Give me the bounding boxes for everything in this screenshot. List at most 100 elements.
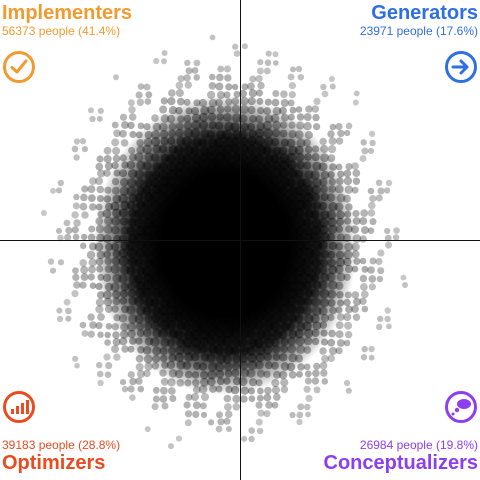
scatter-dot — [79, 321, 87, 329]
scatter-dot — [105, 362, 113, 370]
scatter-dot — [56, 315, 64, 323]
horizontal-axis — [0, 240, 480, 241]
scatter-dot — [367, 187, 375, 195]
scatter-dot — [368, 345, 375, 353]
scatter-dot — [113, 74, 119, 81]
scatter-dot — [327, 354, 336, 363]
scatter-dot — [225, 83, 233, 91]
scatter-dot — [128, 106, 136, 114]
scatter-dot — [345, 122, 353, 130]
scatter-dot — [352, 177, 361, 185]
scatter-dot — [240, 395, 248, 403]
scatter-dot — [161, 402, 169, 410]
scatter-dot — [367, 209, 376, 217]
scatter-dot — [200, 411, 208, 418]
scatter-dot — [255, 75, 263, 83]
scatter-dot — [313, 97, 321, 105]
scatter-dot — [112, 338, 121, 346]
scatter-dot — [344, 129, 351, 137]
scatter-dot — [272, 60, 279, 66]
scatter-dot — [335, 347, 343, 355]
conceptualizers-title: Conceptualizers — [323, 452, 478, 474]
scatter-dot — [296, 371, 303, 378]
scatter-dot — [249, 75, 257, 83]
scatter-dot — [95, 177, 104, 185]
scatter-dot — [223, 65, 232, 73]
scatter-dot — [375, 179, 383, 187]
scatter-dot — [345, 163, 353, 171]
scatter-dot — [96, 155, 104, 163]
scatter-dot — [96, 370, 104, 378]
scatter-dot — [79, 137, 87, 145]
scatter-dot — [86, 250, 96, 260]
scatter-dot — [272, 51, 279, 58]
scatter-dot — [119, 129, 127, 138]
scatter-dot — [80, 265, 89, 274]
scatter-dot — [185, 393, 193, 401]
scatter-dot — [351, 162, 359, 170]
scatter-dot — [345, 305, 353, 314]
scatter-dot — [311, 377, 320, 385]
scatter-dot — [136, 370, 145, 378]
optimizers-quadrant-label: 39183 people (28.8%) Optimizers — [2, 438, 120, 474]
scatter-dot — [289, 411, 296, 419]
scatter-dot — [72, 267, 79, 274]
scatter-dot — [321, 354, 329, 363]
scatter-dot — [167, 387, 176, 395]
scatter-dot — [104, 331, 111, 339]
scatter-dot — [127, 121, 135, 130]
scatter-dot — [232, 394, 241, 404]
scatter-dot — [321, 90, 329, 98]
scatter-dot — [80, 193, 88, 202]
scatter-dot — [88, 107, 94, 114]
scatter-dot — [89, 177, 97, 186]
scatter-dot — [368, 354, 375, 361]
scatter-dot — [160, 97, 168, 105]
scatter-dot — [96, 115, 103, 122]
scatter-dot — [311, 105, 320, 113]
scatter-dot — [191, 67, 199, 74]
scatter-dot — [223, 394, 232, 403]
scatter-dot — [369, 195, 377, 203]
scatter-dot — [264, 386, 272, 395]
scatter-dot — [72, 233, 80, 241]
scatter-dot — [287, 99, 295, 107]
scatter-dot — [57, 179, 64, 187]
scatter-dot — [352, 169, 361, 178]
scatter-dot — [169, 395, 177, 402]
scatter-dot — [135, 377, 143, 385]
scatter-dot — [369, 130, 376, 137]
scatter-dot — [305, 411, 311, 418]
scatter-dot — [369, 139, 376, 147]
scatter-dot — [111, 121, 119, 129]
scatter-dot — [271, 401, 279, 409]
scatter-dot — [361, 345, 368, 353]
scatter-dot — [287, 73, 295, 81]
scatter-dot — [215, 425, 223, 433]
scatter-dot — [351, 291, 360, 299]
scatter-dot — [81, 211, 89, 219]
scatter-dot — [143, 83, 151, 91]
scatter-dot — [361, 147, 369, 155]
scatter-dot — [312, 113, 320, 122]
scatter-dot — [248, 427, 255, 434]
scatter-dot — [360, 283, 368, 291]
scatter-dot — [184, 410, 193, 418]
scatter-dot — [271, 385, 280, 395]
scatter-dot — [328, 137, 337, 146]
scatter-dot — [359, 235, 367, 243]
scatter-dot — [56, 307, 63, 314]
scatter-dot — [95, 322, 103, 330]
scatter-dot — [296, 113, 305, 121]
scatter-dot — [351, 305, 359, 313]
scatter-dot — [257, 59, 264, 66]
scatter-dot — [359, 155, 367, 162]
scatter-dot — [121, 345, 129, 353]
scatter-dot — [367, 266, 375, 274]
scatter-dot — [305, 105, 313, 113]
scatter-dot — [384, 234, 392, 242]
scatter-dot — [216, 411, 223, 419]
scatter-dot — [303, 363, 311, 371]
scatter-dot — [81, 146, 88, 153]
